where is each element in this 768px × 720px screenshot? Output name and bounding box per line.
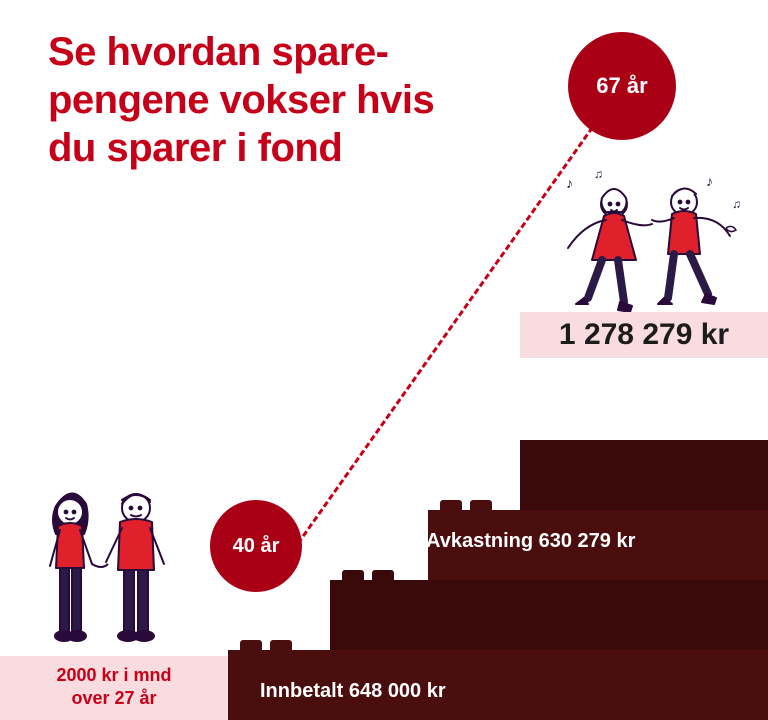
young-couple-icon xyxy=(28,480,198,660)
monthly-contribution-band: 2000 kr i mnd over 27 år xyxy=(0,656,228,720)
stair-step xyxy=(330,580,768,650)
svg-text:♫: ♫ xyxy=(732,197,741,211)
end-age-badge: 67 år xyxy=(568,32,676,140)
svg-text:♫: ♫ xyxy=(594,168,603,181)
infographic-root: Se hvordan spare-pengene vokser hvis du … xyxy=(0,0,768,720)
base-line1: 2000 kr i mnd xyxy=(0,664,228,687)
svg-text:♪: ♪ xyxy=(706,173,713,189)
end-age-label: 67 år xyxy=(596,73,647,99)
stairs xyxy=(228,290,768,720)
stair-step xyxy=(520,440,768,510)
start-age-badge: 40 år xyxy=(210,500,302,592)
headline: Se hvordan spare-pengene vokser hvis du … xyxy=(48,28,488,172)
base-line2: over 27 år xyxy=(0,687,228,710)
deposit-label: Innbetalt 648 000 kr xyxy=(260,680,446,703)
svg-text:♪: ♪ xyxy=(566,175,573,191)
return-label: Avkastning 630 279 kr xyxy=(426,530,635,553)
start-age-label: 40 år xyxy=(233,535,280,558)
